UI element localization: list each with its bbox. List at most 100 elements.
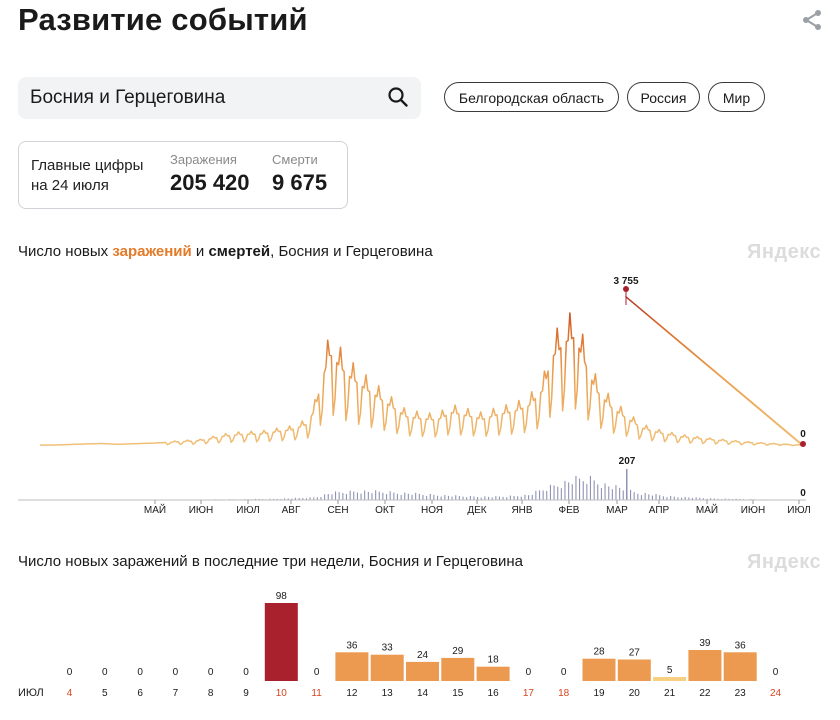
deaths-bar: [699, 497, 701, 500]
deaths-bar: [681, 497, 683, 500]
three-weeks-bar-chart: 0 4 0 5 0 6 0 7 0 8 0 9 98 10 0 11 36 12 33 13 24 14 29 15 18 16 0…: [18, 591, 782, 699]
deaths-bar: [429, 494, 431, 500]
deaths-bar: [528, 495, 530, 500]
deaths-bar: [648, 494, 650, 500]
x-tick-label: ИЮЛ: [787, 505, 810, 516]
deaths-bar: [520, 496, 522, 500]
deaths-bar: [670, 495, 672, 500]
deaths-bar: [356, 492, 358, 500]
deaths-bar: [335, 491, 337, 500]
day-label: 22: [699, 688, 711, 699]
deaths-bar: [560, 488, 562, 500]
deaths-bar: [291, 498, 293, 500]
deaths-bar: [666, 497, 668, 500]
deaths-bar: [462, 496, 464, 500]
deaths-bar: [433, 494, 435, 500]
x-tick-label: ФЕВ: [559, 505, 580, 516]
deaths-bar: [600, 488, 602, 500]
deaths-bar: [575, 475, 577, 500]
deaths-bar: [509, 495, 511, 500]
deaths-bar: [411, 494, 413, 500]
deaths-bar: [287, 498, 289, 500]
bar-value-label: 39: [699, 638, 711, 649]
deaths-bar: [396, 493, 398, 500]
deaths-bar: [655, 494, 657, 500]
region-chip-russia[interactable]: Россия: [627, 82, 700, 112]
deaths-bar: [651, 495, 653, 500]
deaths-bar: [353, 491, 355, 500]
share-icon[interactable]: [800, 8, 824, 32]
deaths-bar: [597, 484, 599, 500]
deaths-bar: [480, 497, 482, 500]
chart1-title: Число новых заражений и смертей, Босния …: [18, 243, 433, 260]
deaths-bar: [488, 496, 490, 500]
deaths-bar: [549, 484, 551, 500]
deaths-bar: [553, 485, 555, 500]
deaths-bar: [316, 497, 318, 500]
bar-12: [335, 652, 369, 681]
infections-last-label: 0: [800, 429, 806, 440]
bar-value-label: 36: [346, 640, 358, 651]
page-title: Развитие событий: [18, 2, 308, 37]
deaths-bar: [582, 481, 584, 500]
bar-value-label: 0: [67, 667, 73, 678]
bar-23: [723, 652, 757, 681]
deaths-bar: [608, 486, 610, 500]
deaths-bar: [393, 492, 395, 500]
deaths-bar: [691, 498, 693, 500]
deaths-bar: [469, 495, 471, 500]
x-tick-label: ДЕК: [467, 505, 486, 516]
deaths-bar: [717, 498, 719, 500]
bar-14: [406, 661, 439, 681]
deaths-bar: [593, 480, 595, 500]
deaths-bar: [659, 495, 661, 500]
day-label: 6: [137, 688, 143, 699]
yandex-watermark-2: Яндекс: [747, 551, 822, 573]
bar-16: [476, 666, 510, 681]
deaths-bar: [735, 498, 737, 500]
deaths-bar: [324, 494, 326, 500]
bar-value-label: 0: [173, 667, 179, 678]
region-chip-belgorod[interactable]: Белгородская область: [444, 82, 619, 112]
day-label: 7: [173, 688, 179, 699]
bar-value-label: 0: [243, 667, 249, 678]
bar-value-label: 29: [452, 646, 464, 657]
deaths-bar: [640, 495, 642, 500]
deaths-bar: [702, 498, 704, 500]
search-input[interactable]: Босния и Герцеговина: [30, 87, 226, 108]
deaths-bar: [517, 496, 519, 500]
deaths-bar: [579, 478, 581, 500]
deaths-bar: [684, 496, 686, 500]
bar-22: [688, 650, 722, 681]
day-label: 24: [770, 688, 782, 699]
bar-value-label: 0: [137, 667, 143, 678]
deaths-bar: [422, 494, 424, 500]
deaths-bar: [294, 497, 296, 500]
region-chip-world[interactable]: Мир: [708, 82, 765, 112]
deaths-bar: [630, 489, 632, 500]
deaths-bar: [568, 482, 570, 500]
deaths-bar: [349, 490, 351, 500]
day-label: 8: [208, 688, 214, 699]
chart2-title: Число новых заражений в последние три не…: [18, 553, 523, 570]
peak-marker: [623, 286, 629, 292]
deaths-bar: [360, 493, 362, 500]
x-tick-label: ЯНВ: [511, 505, 532, 516]
bar-value-label: 0: [561, 667, 567, 678]
search-box[interactable]: Босния и Герцеговина: [18, 77, 421, 119]
day-label: 4: [67, 688, 73, 699]
x-tick-label: МАЙ: [696, 503, 718, 516]
deaths-bar: [276, 498, 278, 500]
search-icon[interactable]: [387, 86, 409, 108]
deaths-bar: [298, 497, 300, 500]
deaths-bar: [367, 491, 369, 500]
deaths-bar: [688, 497, 690, 500]
deaths-bar: [458, 496, 460, 500]
deaths-bar: [622, 490, 624, 500]
deaths-bar: [724, 498, 726, 500]
deaths-caption: Смерти: [272, 152, 318, 167]
deaths-bar: [586, 483, 588, 500]
month-label: ИЮЛ: [18, 687, 44, 699]
bar-20: [617, 659, 651, 681]
deaths-value: 9 675: [272, 170, 328, 195]
